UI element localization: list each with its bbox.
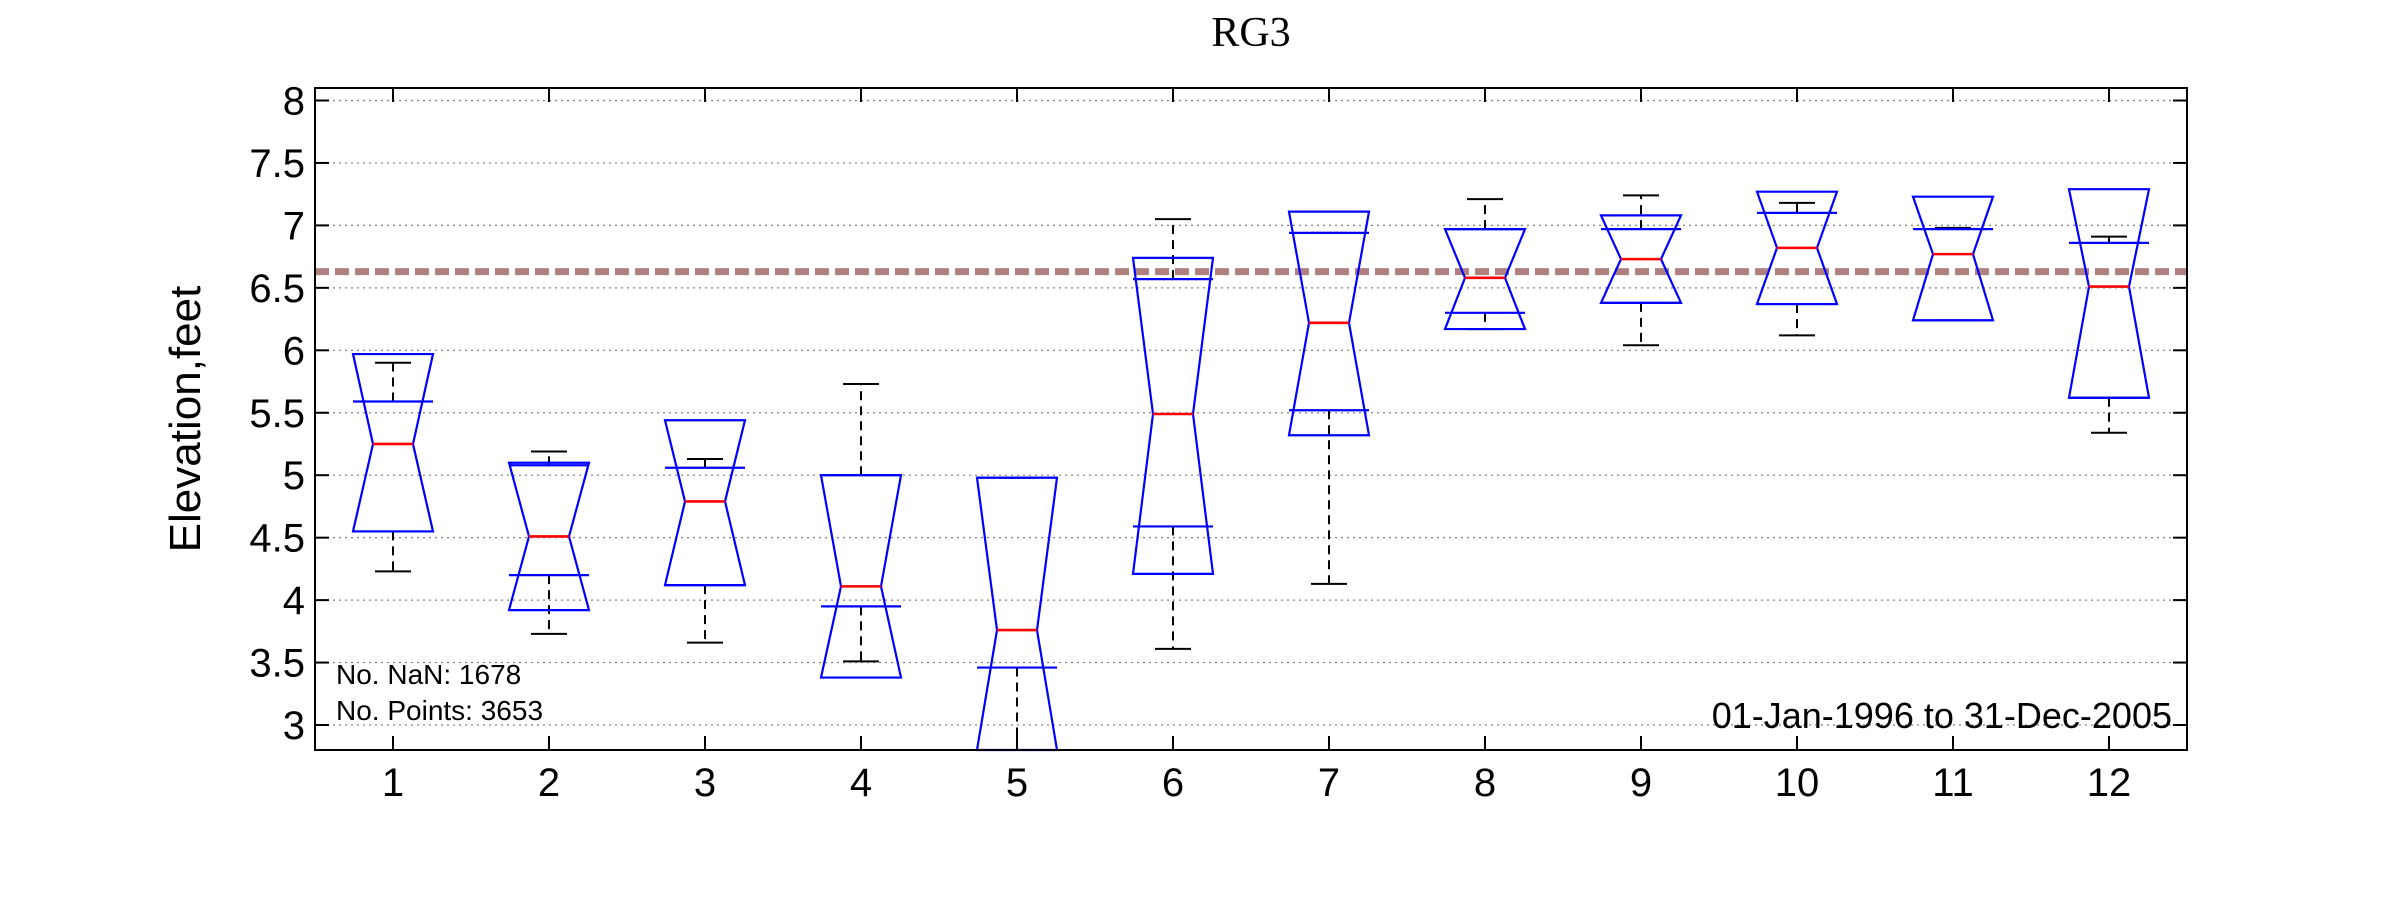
box-month-10	[1755, 190, 1839, 337]
box-month-1	[351, 352, 435, 573]
points-count-annotation: No. Points: 3653	[336, 695, 543, 726]
box-month-3	[663, 419, 747, 644]
nan-count-annotation: No. NaN: 1678	[336, 659, 521, 690]
box-month-9	[1599, 194, 1683, 347]
y-tick-label-7.5: 7.5	[249, 142, 305, 186]
date-range-annotation: 01-Jan-1996 to 31-Dec-2005	[1712, 695, 2172, 736]
y-tick-label-5: 5	[283, 454, 305, 498]
x-tick-label-2: 2	[538, 761, 560, 805]
x-tick-label-1: 1	[382, 761, 404, 805]
notch-outline	[2067, 188, 2151, 399]
box-month-5	[975, 476, 1059, 752]
plot-frame	[314, 87, 2188, 751]
y-tick-label-3: 3	[283, 704, 305, 748]
notch-outline	[819, 474, 903, 679]
box-month-6	[1131, 218, 1215, 650]
box-layer	[351, 188, 2151, 752]
x-tick-label-12: 12	[2087, 761, 2132, 805]
x-tick-label-6: 6	[1162, 761, 1184, 805]
box-month-4	[819, 383, 903, 679]
y-tick-label-6.5: 6.5	[249, 267, 305, 311]
y-tick-label-6: 6	[283, 329, 305, 373]
box-month-11	[1911, 195, 1995, 322]
x-tick-label-5: 5	[1006, 761, 1028, 805]
chart-title: RG3	[1211, 10, 1290, 56]
notch-outline	[1911, 195, 1995, 322]
x-tick-label-4: 4	[850, 761, 872, 805]
x-tick-label-9: 9	[1630, 761, 1652, 805]
y-tick-label-5.5: 5.5	[249, 392, 305, 436]
grid-lines	[315, 99, 2187, 726]
x-tick-label-10: 10	[1775, 761, 1820, 805]
x-tick-label-8: 8	[1474, 761, 1496, 805]
x-ticks: 1 2 3 4 5 6 7 8 9 10 11 12	[382, 88, 2131, 805]
y-axis-label: Elevation,feet	[161, 286, 210, 553]
x-tick-label-3: 3	[694, 761, 716, 805]
y-tick-label-3.5: 3.5	[249, 642, 305, 686]
box-month-7	[1287, 210, 1371, 585]
y-ticks: 3 3.5 4 4.5 5 5.5 6 6.5 7 7.5 8	[249, 79, 2187, 748]
y-tick-label-4.5: 4.5	[249, 517, 305, 561]
box-month-2	[507, 450, 591, 635]
notch-outline	[975, 476, 1059, 752]
y-tick-label-4: 4	[283, 579, 305, 623]
box-month-8	[1443, 198, 1527, 331]
box-month-12	[2067, 188, 2151, 434]
x-tick-label-11: 11	[1932, 761, 1974, 805]
y-tick-label-7: 7	[283, 204, 305, 248]
y-tick-label-8: 8	[283, 79, 305, 123]
x-tick-label-7: 7	[1318, 761, 1340, 805]
